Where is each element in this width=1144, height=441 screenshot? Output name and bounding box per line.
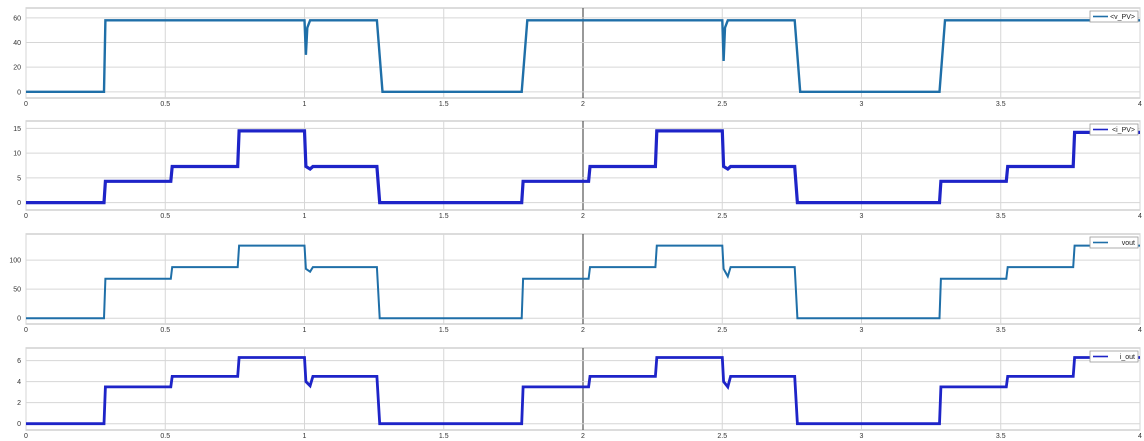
y-tick-label: 0 <box>17 200 21 207</box>
x-tick-label: 2.5 <box>717 213 727 220</box>
y-tick-label: 2 <box>17 400 21 407</box>
x-tick-label: 0.5 <box>160 327 170 334</box>
scope-panel-4: 0 0.5 1 1.5 2 2.5 3 3.5 4 0 2 4 6 i_out <box>17 347 1142 440</box>
y-tick-label: 4 <box>17 379 21 386</box>
y-tick-label: 60 <box>13 15 21 22</box>
y-tick-label: 0 <box>17 421 21 428</box>
x-tick-label: 4 <box>1138 433 1142 440</box>
x-tick-label: 2.5 <box>717 327 727 334</box>
x-tick-label: 1 <box>303 433 307 440</box>
x-tick-label: 4 <box>1138 213 1142 220</box>
x-tick-label: 1.5 <box>439 101 449 108</box>
x-tick-label: 0.5 <box>160 433 170 440</box>
x-tick-label: 3.5 <box>996 327 1006 334</box>
y-tick-label: 0 <box>17 316 21 323</box>
y-tick-label: 20 <box>13 65 21 72</box>
legend-label: <i_PV> <box>1112 127 1135 134</box>
x-tick-label: 1.5 <box>439 213 449 220</box>
scope-panel-2: 0 0.5 1 1.5 2 2.5 3 3.5 4 0 5 10 15 <i_PV> <box>13 120 1142 220</box>
x-tick-label: 1 <box>303 101 307 108</box>
x-tick-label: 1.5 <box>439 433 449 440</box>
x-tick-label: 1 <box>303 327 307 334</box>
legend-box <box>1089 350 1139 363</box>
legend-label: i_out <box>1120 354 1135 361</box>
x-tick-label: 0 <box>24 213 28 220</box>
signal-trace <box>26 244 1140 320</box>
x-tick-label: 3 <box>860 327 864 334</box>
x-tick-label: 3.5 <box>996 433 1006 440</box>
x-tick-label: 2 <box>581 433 585 440</box>
x-tick-label: 1 <box>303 213 307 220</box>
y-tick-label: 0 <box>17 89 21 96</box>
y-tick-label: 15 <box>13 126 21 133</box>
y-tick-label: 40 <box>13 40 21 47</box>
x-tick-label: 0.5 <box>160 213 170 220</box>
x-tick-label: 3 <box>860 213 864 220</box>
x-tick-label: 0 <box>24 433 28 440</box>
x-tick-label: 0.5 <box>160 101 170 108</box>
signal-trace <box>26 356 1140 426</box>
y-tick-label: 5 <box>17 175 21 182</box>
x-tick-label: 0 <box>24 101 28 108</box>
signal-trace <box>26 129 1140 205</box>
y-tick-label: 6 <box>17 358 21 365</box>
legend-label: vout <box>1122 240 1135 247</box>
y-tick-label: 10 <box>13 151 21 158</box>
x-tick-label: 3 <box>860 101 864 108</box>
x-tick-label: 2.5 <box>717 101 727 108</box>
x-tick-label: 1.5 <box>439 327 449 334</box>
x-tick-label: 3.5 <box>996 213 1006 220</box>
legend-box <box>1089 236 1139 249</box>
x-tick-label: 2 <box>581 101 585 108</box>
legend-box <box>1089 123 1139 136</box>
scope-panel-3: 0 0.5 1 1.5 2 2.5 3 3.5 4 0 50 100 vout <box>9 233 1142 334</box>
x-tick-label: 2 <box>581 213 585 220</box>
x-tick-label: 2 <box>581 327 585 334</box>
signal-trace <box>26 19 1140 93</box>
legend-box <box>1089 10 1139 23</box>
x-tick-label: 0 <box>24 327 28 334</box>
y-tick-label: 100 <box>9 258 21 265</box>
x-tick-label: 4 <box>1138 101 1142 108</box>
y-tick-label: 50 <box>13 287 21 294</box>
x-tick-label: 3.5 <box>996 101 1006 108</box>
x-tick-label: 2.5 <box>717 433 727 440</box>
x-tick-label: 4 <box>1138 327 1142 334</box>
legend-label: <v_PV> <box>1110 14 1135 21</box>
x-tick-label: 3 <box>860 433 864 440</box>
